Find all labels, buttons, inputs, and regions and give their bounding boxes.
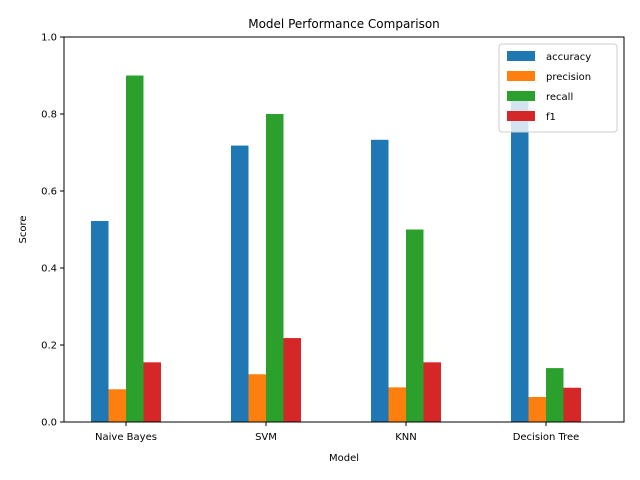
x-axis: Naive Bayes SVM KNN Decision Tree [95,422,579,443]
legend-swatch-recall [507,91,535,101]
bar-accuracy-0 [91,221,109,422]
y-tick-label: 0.2 [41,341,57,352]
bar-precision-1 [248,374,266,422]
bar-recall-3 [546,368,564,422]
legend-box [498,43,618,133]
y-tick-label: 0.6 [41,187,57,198]
x-tick-label: KNN [395,432,417,443]
bar-recall-2 [406,229,424,422]
legend-label-recall: recall [546,92,573,103]
legend-swatch-f1 [507,111,535,121]
y-axis: 0.0 0.2 0.4 0.6 0.8 1.0 [41,33,64,429]
bar-accuracy-1 [231,145,249,422]
legend-swatch-accuracy [507,51,535,61]
legend-swatch-precision [507,71,535,81]
bar-accuracy-2 [371,139,389,423]
bar-precision-0 [108,389,126,422]
bar-precision-3 [528,396,546,422]
bars-group [91,75,581,423]
plot-frame [63,36,625,423]
legend-label-precision: precision [546,72,591,83]
bar-precision-2 [388,387,406,422]
legend-label-accuracy: accuracy [546,52,591,63]
y-axis-label: Score [18,215,29,243]
y-tick-label: 1.0 [41,33,57,44]
x-axis-label: Model [329,453,359,464]
bar-accuracy-3 [511,99,529,422]
legend: accuracy precision recall f1 [498,43,618,133]
bar-recall-0 [126,75,144,422]
bar-f1-3 [563,387,581,422]
x-tick-label: SVM [255,432,277,443]
chart-title: Model Performance Comparison [248,17,440,31]
y-tick-label: 0.8 [41,110,57,121]
bar-recall-1 [266,114,284,422]
bar-f1-0 [143,362,161,422]
legend-label-f1: f1 [546,112,556,123]
bar-f1-1 [283,338,301,422]
y-tick-label: 0.4 [41,264,57,275]
x-tick-label: Naive Bayes [95,432,157,443]
bar-f1-2 [423,362,441,422]
y-tick-label: 0.0 [41,418,57,429]
x-tick-label: Decision Tree [513,432,580,443]
